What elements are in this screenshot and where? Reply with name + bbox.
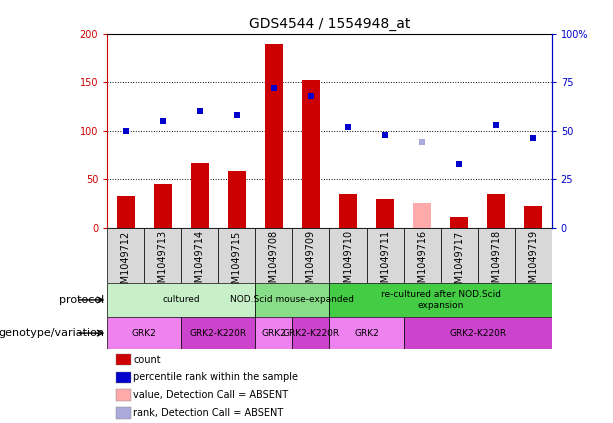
Bar (107, 283, 256, 317)
Bar (450, 217, 468, 228)
Bar (116, 407, 131, 419)
Title: GDS4544 / 1554948_at: GDS4544 / 1554948_at (249, 17, 410, 31)
Bar (292, 317, 330, 349)
Bar (487, 194, 505, 228)
Bar (515, 228, 552, 283)
Bar (441, 228, 478, 283)
Bar (218, 228, 256, 283)
Bar (292, 228, 330, 283)
Bar (154, 184, 172, 228)
Text: GSM1049709: GSM1049709 (306, 230, 316, 295)
Text: GRK2: GRK2 (132, 329, 157, 338)
Bar (116, 354, 131, 365)
Text: GSM1049716: GSM1049716 (417, 230, 427, 295)
Text: NOD.Scid mouse-expanded: NOD.Scid mouse-expanded (230, 295, 354, 305)
Text: GSM1049710: GSM1049710 (343, 230, 353, 295)
Text: value, Detection Call = ABSENT: value, Detection Call = ABSENT (134, 390, 289, 400)
Text: GRK2-K220R: GRK2-K220R (283, 329, 340, 338)
Bar (339, 194, 357, 228)
Text: percentile rank within the sample: percentile rank within the sample (134, 372, 299, 382)
Text: GRK2-K220R: GRK2-K220R (449, 329, 506, 338)
Text: GSM1049711: GSM1049711 (380, 230, 390, 295)
Text: GSM1049712: GSM1049712 (121, 230, 131, 296)
Bar (330, 317, 403, 349)
Text: protocol: protocol (59, 295, 104, 305)
Text: GRK2-K220R: GRK2-K220R (190, 329, 247, 338)
Bar (330, 228, 367, 283)
Bar (403, 317, 552, 349)
Bar (116, 372, 131, 383)
Bar (265, 44, 283, 228)
Bar (403, 228, 441, 283)
Bar (478, 228, 515, 283)
Text: GSM1049714: GSM1049714 (195, 230, 205, 295)
Bar (524, 206, 543, 228)
Text: genotype/variation: genotype/variation (0, 328, 104, 338)
Text: GSM1049713: GSM1049713 (158, 230, 168, 295)
Text: GSM1049717: GSM1049717 (454, 230, 464, 296)
Text: GSM1049719: GSM1049719 (528, 230, 538, 295)
Bar (367, 228, 403, 283)
Bar (107, 317, 181, 349)
Bar (116, 390, 131, 401)
Text: GSM1049715: GSM1049715 (232, 230, 242, 296)
Bar (191, 163, 209, 228)
Text: count: count (134, 354, 161, 365)
Bar (227, 171, 246, 228)
Bar (413, 203, 432, 228)
Text: GRK2: GRK2 (354, 329, 379, 338)
Bar (181, 317, 256, 349)
Text: GSM1049708: GSM1049708 (269, 230, 279, 295)
Text: GSM1049718: GSM1049718 (491, 230, 501, 295)
Bar (256, 283, 330, 317)
Text: rank, Detection Call = ABSENT: rank, Detection Call = ABSENT (134, 408, 284, 418)
Bar (256, 228, 292, 283)
Text: GRK2: GRK2 (262, 329, 286, 338)
Bar (116, 195, 135, 228)
Bar (181, 228, 218, 283)
Bar (107, 228, 144, 283)
Bar (256, 317, 292, 349)
Bar (302, 80, 320, 228)
Bar (144, 228, 181, 283)
Bar (330, 283, 552, 317)
Text: re-cultured after NOD.Scid
expansion: re-cultured after NOD.Scid expansion (381, 290, 501, 310)
Bar (376, 198, 394, 228)
Text: cultured: cultured (162, 295, 200, 305)
